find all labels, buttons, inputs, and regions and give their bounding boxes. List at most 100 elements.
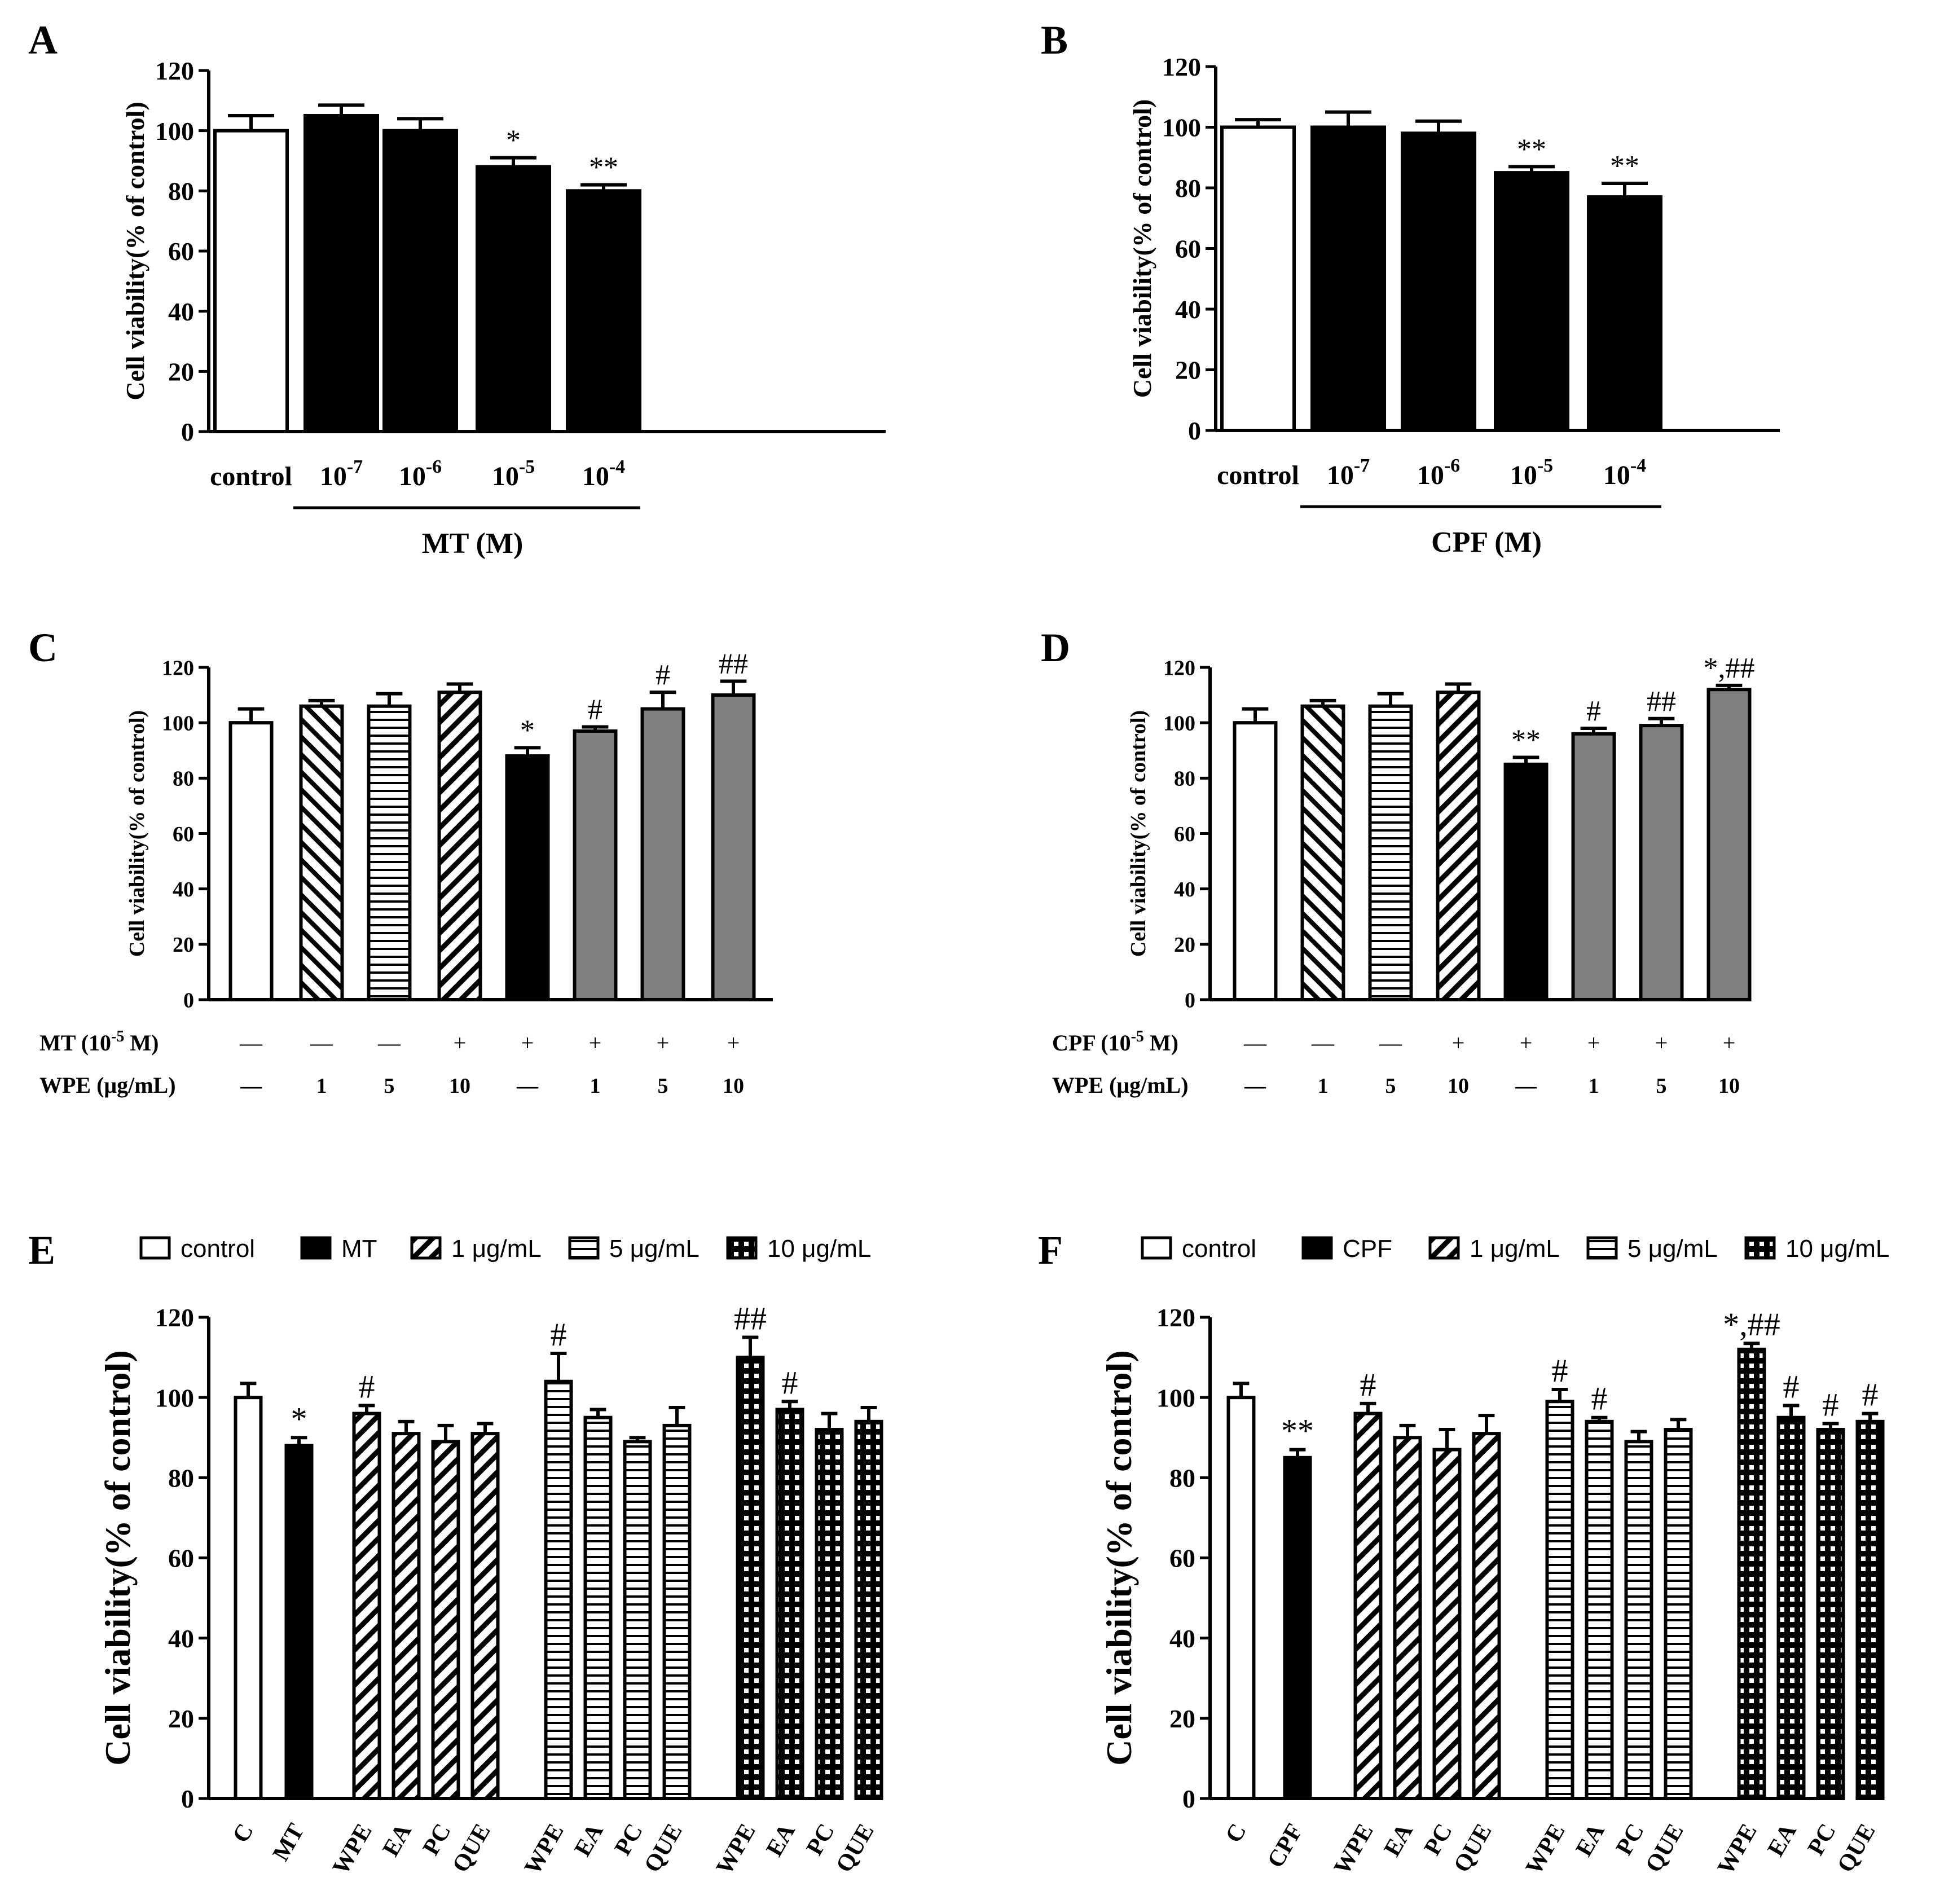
- row-value: —: [1244, 1074, 1266, 1098]
- bar: [775, 1408, 804, 1801]
- significance-mark: **: [1517, 133, 1546, 165]
- x-tick-label: 10-7: [320, 456, 363, 491]
- y-tick-label: 120: [155, 1303, 194, 1332]
- y-tick-label: 100: [1156, 1383, 1195, 1412]
- significance-mark: *,##: [1704, 652, 1755, 684]
- y-tick-label: 40: [173, 878, 194, 902]
- x-tick-label: CPF: [1263, 1819, 1308, 1872]
- x-tick-label: QUE: [639, 1819, 687, 1877]
- x-tick-label: WPE: [1521, 1819, 1571, 1879]
- bar: [1571, 732, 1616, 1002]
- bar: [544, 1379, 573, 1801]
- y-tick-label: 0: [181, 417, 194, 446]
- y-tick-label: 100: [155, 117, 194, 146]
- significance-mark: *: [520, 714, 535, 746]
- significance-mark: #: [1586, 695, 1601, 727]
- bar: [392, 1432, 421, 1800]
- significance-mark: #: [551, 1316, 567, 1353]
- group-label: CPF (M): [1431, 526, 1542, 559]
- row-value: —: [239, 1030, 263, 1056]
- row-value: +: [1452, 1030, 1465, 1056]
- x-tick-label: 10-5: [492, 456, 535, 491]
- row-value: —: [240, 1074, 262, 1098]
- significance-mark: #: [782, 1364, 798, 1401]
- row-value: —: [1379, 1030, 1402, 1056]
- y-tick-label: 120: [162, 656, 194, 680]
- bar: [1432, 1448, 1462, 1800]
- y-tick-label: 120: [1163, 656, 1195, 680]
- row-value: +: [727, 1030, 740, 1056]
- legend-swatch: [1428, 1236, 1460, 1260]
- y-tick-label: 0: [1188, 416, 1201, 445]
- legend-label: 1 μg/mL: [1470, 1235, 1560, 1263]
- row-label-wpe: WPE (μg/mL): [1052, 1072, 1189, 1098]
- significance-mark: #: [1823, 1386, 1839, 1423]
- significance-mark: **: [1511, 724, 1541, 757]
- y-tick-label: 60: [1174, 823, 1195, 846]
- x-tick-label: PC: [802, 1819, 840, 1859]
- row-value: +: [521, 1030, 534, 1056]
- bar: [1585, 1419, 1614, 1800]
- panel-e: E 0 20 40 60 80 100 120 Cell viability(% of cont…: [28, 1228, 883, 1879]
- row-value: —: [377, 1030, 401, 1056]
- row-value: +: [1587, 1030, 1600, 1056]
- y-tick-label: 100: [155, 1383, 194, 1412]
- row-value: 5: [658, 1074, 668, 1098]
- x-tick-label: EA: [570, 1819, 609, 1861]
- x-tick-label: QUE: [447, 1819, 495, 1877]
- x-tick-label: WPE: [1329, 1819, 1379, 1879]
- x-tick-label: WPE: [711, 1819, 761, 1879]
- significance-mark: ##: [719, 648, 748, 680]
- x-tick-label: 10-7: [1327, 455, 1370, 490]
- y-tick-label: 80: [1174, 767, 1195, 791]
- row-label-toxicant: MT (10-5 M): [39, 1028, 159, 1056]
- bar: [854, 1419, 883, 1800]
- bar: [1220, 125, 1296, 432]
- significance-mark: #: [588, 694, 602, 726]
- bar: [299, 704, 344, 1001]
- y-tick-label: 80: [168, 1463, 194, 1492]
- bar: [1776, 1415, 1806, 1800]
- y-tick-label: 60: [1175, 235, 1201, 263]
- row-value: 1: [316, 1074, 327, 1098]
- x-tick-label: QUE: [1449, 1819, 1497, 1877]
- y-tick-label: 20: [1175, 356, 1201, 385]
- panel-label: A: [28, 17, 58, 63]
- x-tick-label: C: [228, 1819, 259, 1847]
- bar: [566, 189, 641, 433]
- x-tick-label: PC: [1803, 1819, 1841, 1859]
- significance-mark: **: [1610, 150, 1639, 182]
- bar: [1401, 131, 1476, 432]
- row-value: —: [310, 1030, 333, 1056]
- bar: [1353, 1411, 1383, 1801]
- legend-label: 5 μg/mL: [609, 1235, 700, 1263]
- bar: [1503, 762, 1549, 1001]
- x-tick-label: WPE: [328, 1819, 377, 1879]
- y-tick-label: 60: [1169, 1544, 1195, 1573]
- y-tick-label: 60: [173, 823, 194, 846]
- row-value: 1: [590, 1074, 601, 1098]
- y-tick-label: 0: [181, 1784, 194, 1813]
- bar: [228, 721, 274, 1001]
- y-tick-label: 120: [1162, 52, 1201, 81]
- significance-mark: *: [506, 125, 521, 157]
- x-tick-label: EA: [1763, 1819, 1802, 1861]
- panel-label: B: [1041, 17, 1068, 63]
- bar: [505, 754, 550, 1001]
- bar: [1283, 1456, 1312, 1801]
- panel-d: D 0 20 40 60 80 100 120 Cell viability(% of cont…: [1041, 625, 1755, 1098]
- legend-swatch: [568, 1236, 600, 1260]
- panel-label: F: [1038, 1228, 1063, 1273]
- x-tick-label: EA: [1571, 1819, 1610, 1861]
- bar: [1587, 195, 1662, 432]
- row-value: 1: [1318, 1074, 1329, 1098]
- legend-label: MT: [341, 1235, 377, 1263]
- y-tick-label: 20: [173, 933, 194, 957]
- bar: [815, 1428, 844, 1801]
- bar: [1233, 721, 1278, 1001]
- bar: [437, 691, 482, 1002]
- row-value: —: [516, 1074, 539, 1098]
- y-tick-label: 20: [168, 1704, 194, 1733]
- panel-f: F 0 20 40 60 80 100 120 Cell viability(% of cont…: [1038, 1228, 1889, 1879]
